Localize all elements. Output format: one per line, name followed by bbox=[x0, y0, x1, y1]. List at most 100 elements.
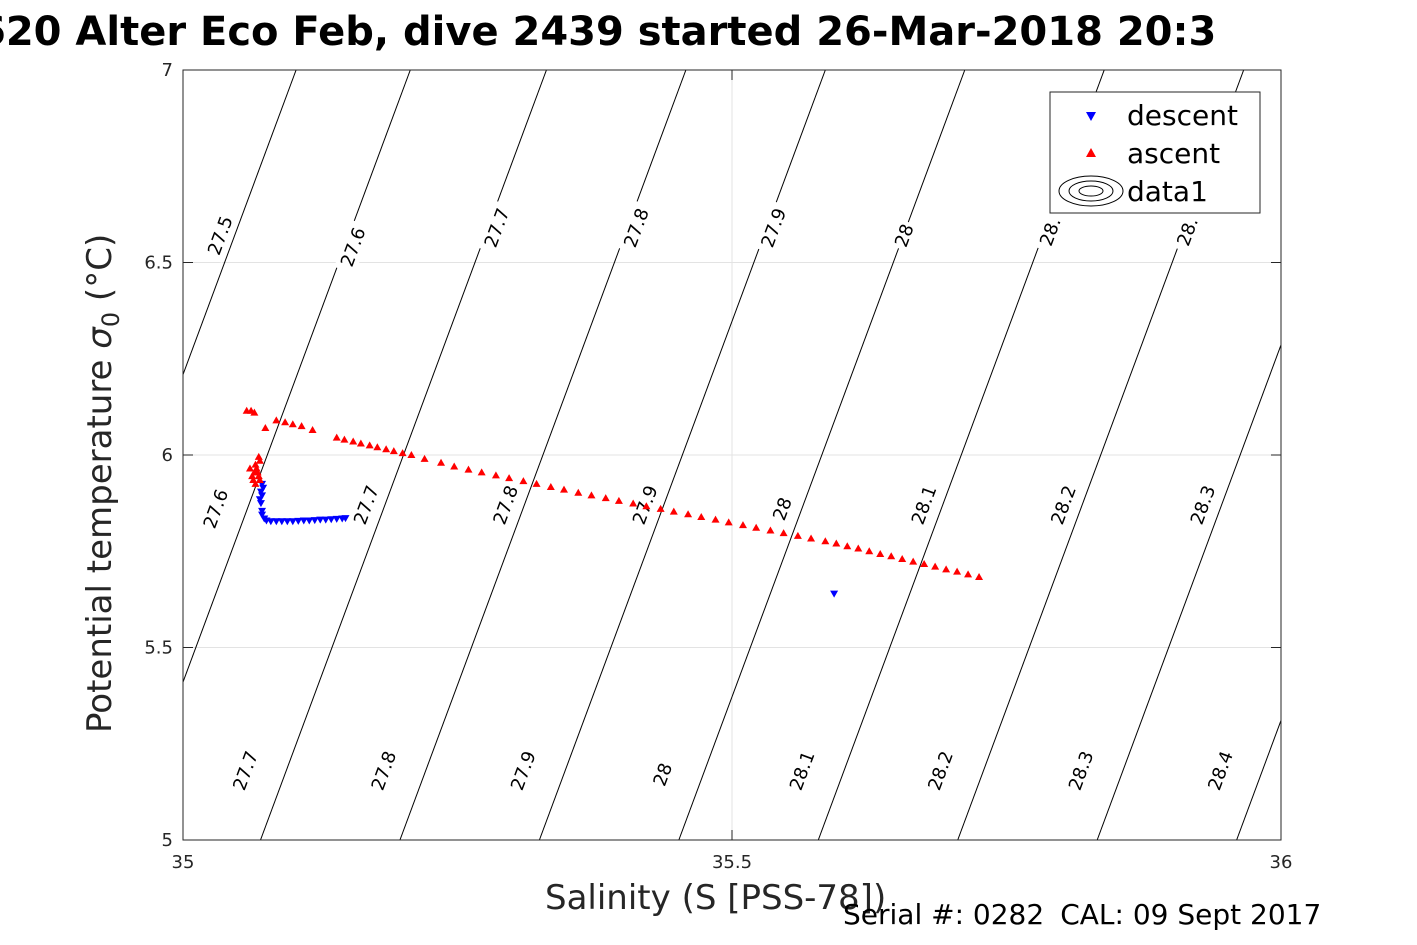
ascent-point bbox=[942, 565, 951, 573]
contour-label-15: 28.3 bbox=[1184, 477, 1223, 533]
contour-label-bg-10 bbox=[486, 477, 525, 533]
legend-item-data1[interactable]: data1 bbox=[1058, 175, 1208, 208]
ascent-point bbox=[964, 570, 973, 578]
ascent-point bbox=[519, 477, 528, 485]
legend-descent-marker bbox=[1086, 112, 1096, 121]
descent-point bbox=[321, 516, 330, 524]
ascent-point bbox=[420, 454, 429, 462]
y-axis-label: Potential temperature σ0 (°C) bbox=[80, 234, 125, 733]
legend-item-ascent[interactable]: ascent bbox=[1086, 137, 1220, 170]
ascent-point bbox=[245, 464, 254, 472]
ascent-point bbox=[251, 479, 260, 487]
contour-label-22: 28.3 bbox=[1062, 743, 1101, 798]
ascent-point bbox=[898, 554, 907, 562]
ascent-point bbox=[560, 485, 569, 493]
ascent-point bbox=[389, 447, 398, 455]
legend-ascent-marker bbox=[1086, 148, 1096, 157]
contour-label-21: 28.2 bbox=[921, 743, 960, 798]
descent-point bbox=[256, 500, 265, 508]
data-points bbox=[242, 406, 984, 598]
contour-label-text-2: 27.7 bbox=[481, 206, 515, 251]
contour-label-bg-23 bbox=[1201, 743, 1240, 798]
legend[interactable]: descent ascent data1 bbox=[1049, 91, 1261, 214]
descent-point bbox=[830, 590, 839, 598]
ascent-point bbox=[546, 482, 555, 490]
contour-label-5: 28 bbox=[889, 218, 920, 253]
ascent-point bbox=[255, 476, 264, 484]
contour-label-bg-21 bbox=[921, 743, 960, 798]
ascent-point bbox=[766, 526, 775, 534]
x-tick-label-1: 35.5 bbox=[712, 852, 752, 873]
ascent-point bbox=[373, 443, 382, 451]
contour-label-14: 28.2 bbox=[1044, 477, 1083, 533]
ascent-point bbox=[532, 479, 541, 487]
contour-label-bg-0 bbox=[201, 208, 240, 263]
contour-label-text-16: 27.7 bbox=[229, 748, 263, 793]
contour-label-bg-13 bbox=[905, 477, 944, 533]
descent-point bbox=[341, 515, 350, 523]
contour-label-text-20: 28.1 bbox=[786, 748, 820, 793]
ascent-point bbox=[887, 552, 896, 560]
legend-item-descent[interactable]: descent bbox=[1086, 99, 1238, 132]
isopycnal-27.8 bbox=[399, 70, 687, 840]
contour-label-20: 28.1 bbox=[783, 743, 822, 798]
ascent-point bbox=[614, 496, 623, 504]
ascent-point bbox=[288, 420, 297, 428]
ascent-point bbox=[807, 534, 816, 542]
ascent-point bbox=[365, 441, 374, 449]
contour-label-13: 28.1 bbox=[905, 477, 944, 533]
contour-label-bg-3 bbox=[617, 200, 656, 256]
y-tick-label-1: 5.5 bbox=[144, 638, 173, 659]
ascent-point bbox=[340, 435, 349, 443]
contour-label-text-17: 27.8 bbox=[368, 748, 402, 793]
ascent-point bbox=[843, 542, 852, 550]
contour-label-19: 28 bbox=[647, 757, 679, 792]
ascent-point bbox=[281, 418, 290, 426]
y-tick-label-2: 6 bbox=[162, 445, 173, 466]
y-axis-label-symbol: σ bbox=[80, 327, 120, 349]
axis-ticks: 35 35.5 36 5 5.5 6 6.5 7 bbox=[144, 60, 1292, 873]
ascent-point bbox=[752, 523, 761, 531]
ascent-point bbox=[629, 499, 638, 507]
contour-label-text-4: 27.9 bbox=[757, 206, 791, 251]
descent-point bbox=[283, 518, 292, 526]
ascent-point bbox=[356, 439, 365, 447]
ascent-point bbox=[464, 465, 473, 473]
contour-label-bg-16 bbox=[226, 743, 265, 798]
ascent-point bbox=[601, 494, 610, 502]
isopycnal-28.3 bbox=[1096, 343, 1281, 840]
descent-point bbox=[299, 517, 308, 525]
ascent-point bbox=[308, 425, 317, 433]
x-tick-label-0: 35 bbox=[172, 852, 195, 873]
descent-point bbox=[258, 492, 267, 500]
ascent-point bbox=[920, 559, 929, 567]
ascent-point bbox=[711, 515, 720, 523]
descent-point bbox=[316, 516, 325, 524]
contour-label-text-0: 27.5 bbox=[204, 213, 238, 258]
descent-point bbox=[294, 517, 303, 525]
ascent-point bbox=[953, 567, 962, 575]
contour-label-7: 28. bbox=[1170, 209, 1205, 254]
ascent-point bbox=[477, 468, 486, 476]
contour-label-18: 27.9 bbox=[504, 743, 543, 798]
ascent-point bbox=[505, 474, 514, 482]
descent-point bbox=[259, 484, 268, 492]
contour-label-8: 27.6 bbox=[196, 481, 235, 537]
ascent-point bbox=[272, 416, 281, 424]
ascent-point bbox=[832, 539, 841, 547]
contour-label-text-8: 27.6 bbox=[200, 487, 234, 532]
descent-point bbox=[266, 518, 275, 526]
ascent-point bbox=[574, 488, 583, 496]
ascent-point bbox=[450, 462, 459, 470]
ascent-point bbox=[251, 460, 260, 468]
ascent-point bbox=[642, 502, 651, 510]
ascent-point bbox=[854, 544, 863, 552]
y-tick-label-4: 7 bbox=[162, 60, 173, 81]
x-tick-label-2: 36 bbox=[1270, 852, 1293, 873]
contour-label-10: 27.8 bbox=[486, 477, 525, 533]
ascent-point bbox=[587, 491, 596, 499]
ascent-point bbox=[248, 472, 257, 480]
legend-contour-icon bbox=[1058, 175, 1124, 207]
ascent-point bbox=[931, 562, 940, 570]
